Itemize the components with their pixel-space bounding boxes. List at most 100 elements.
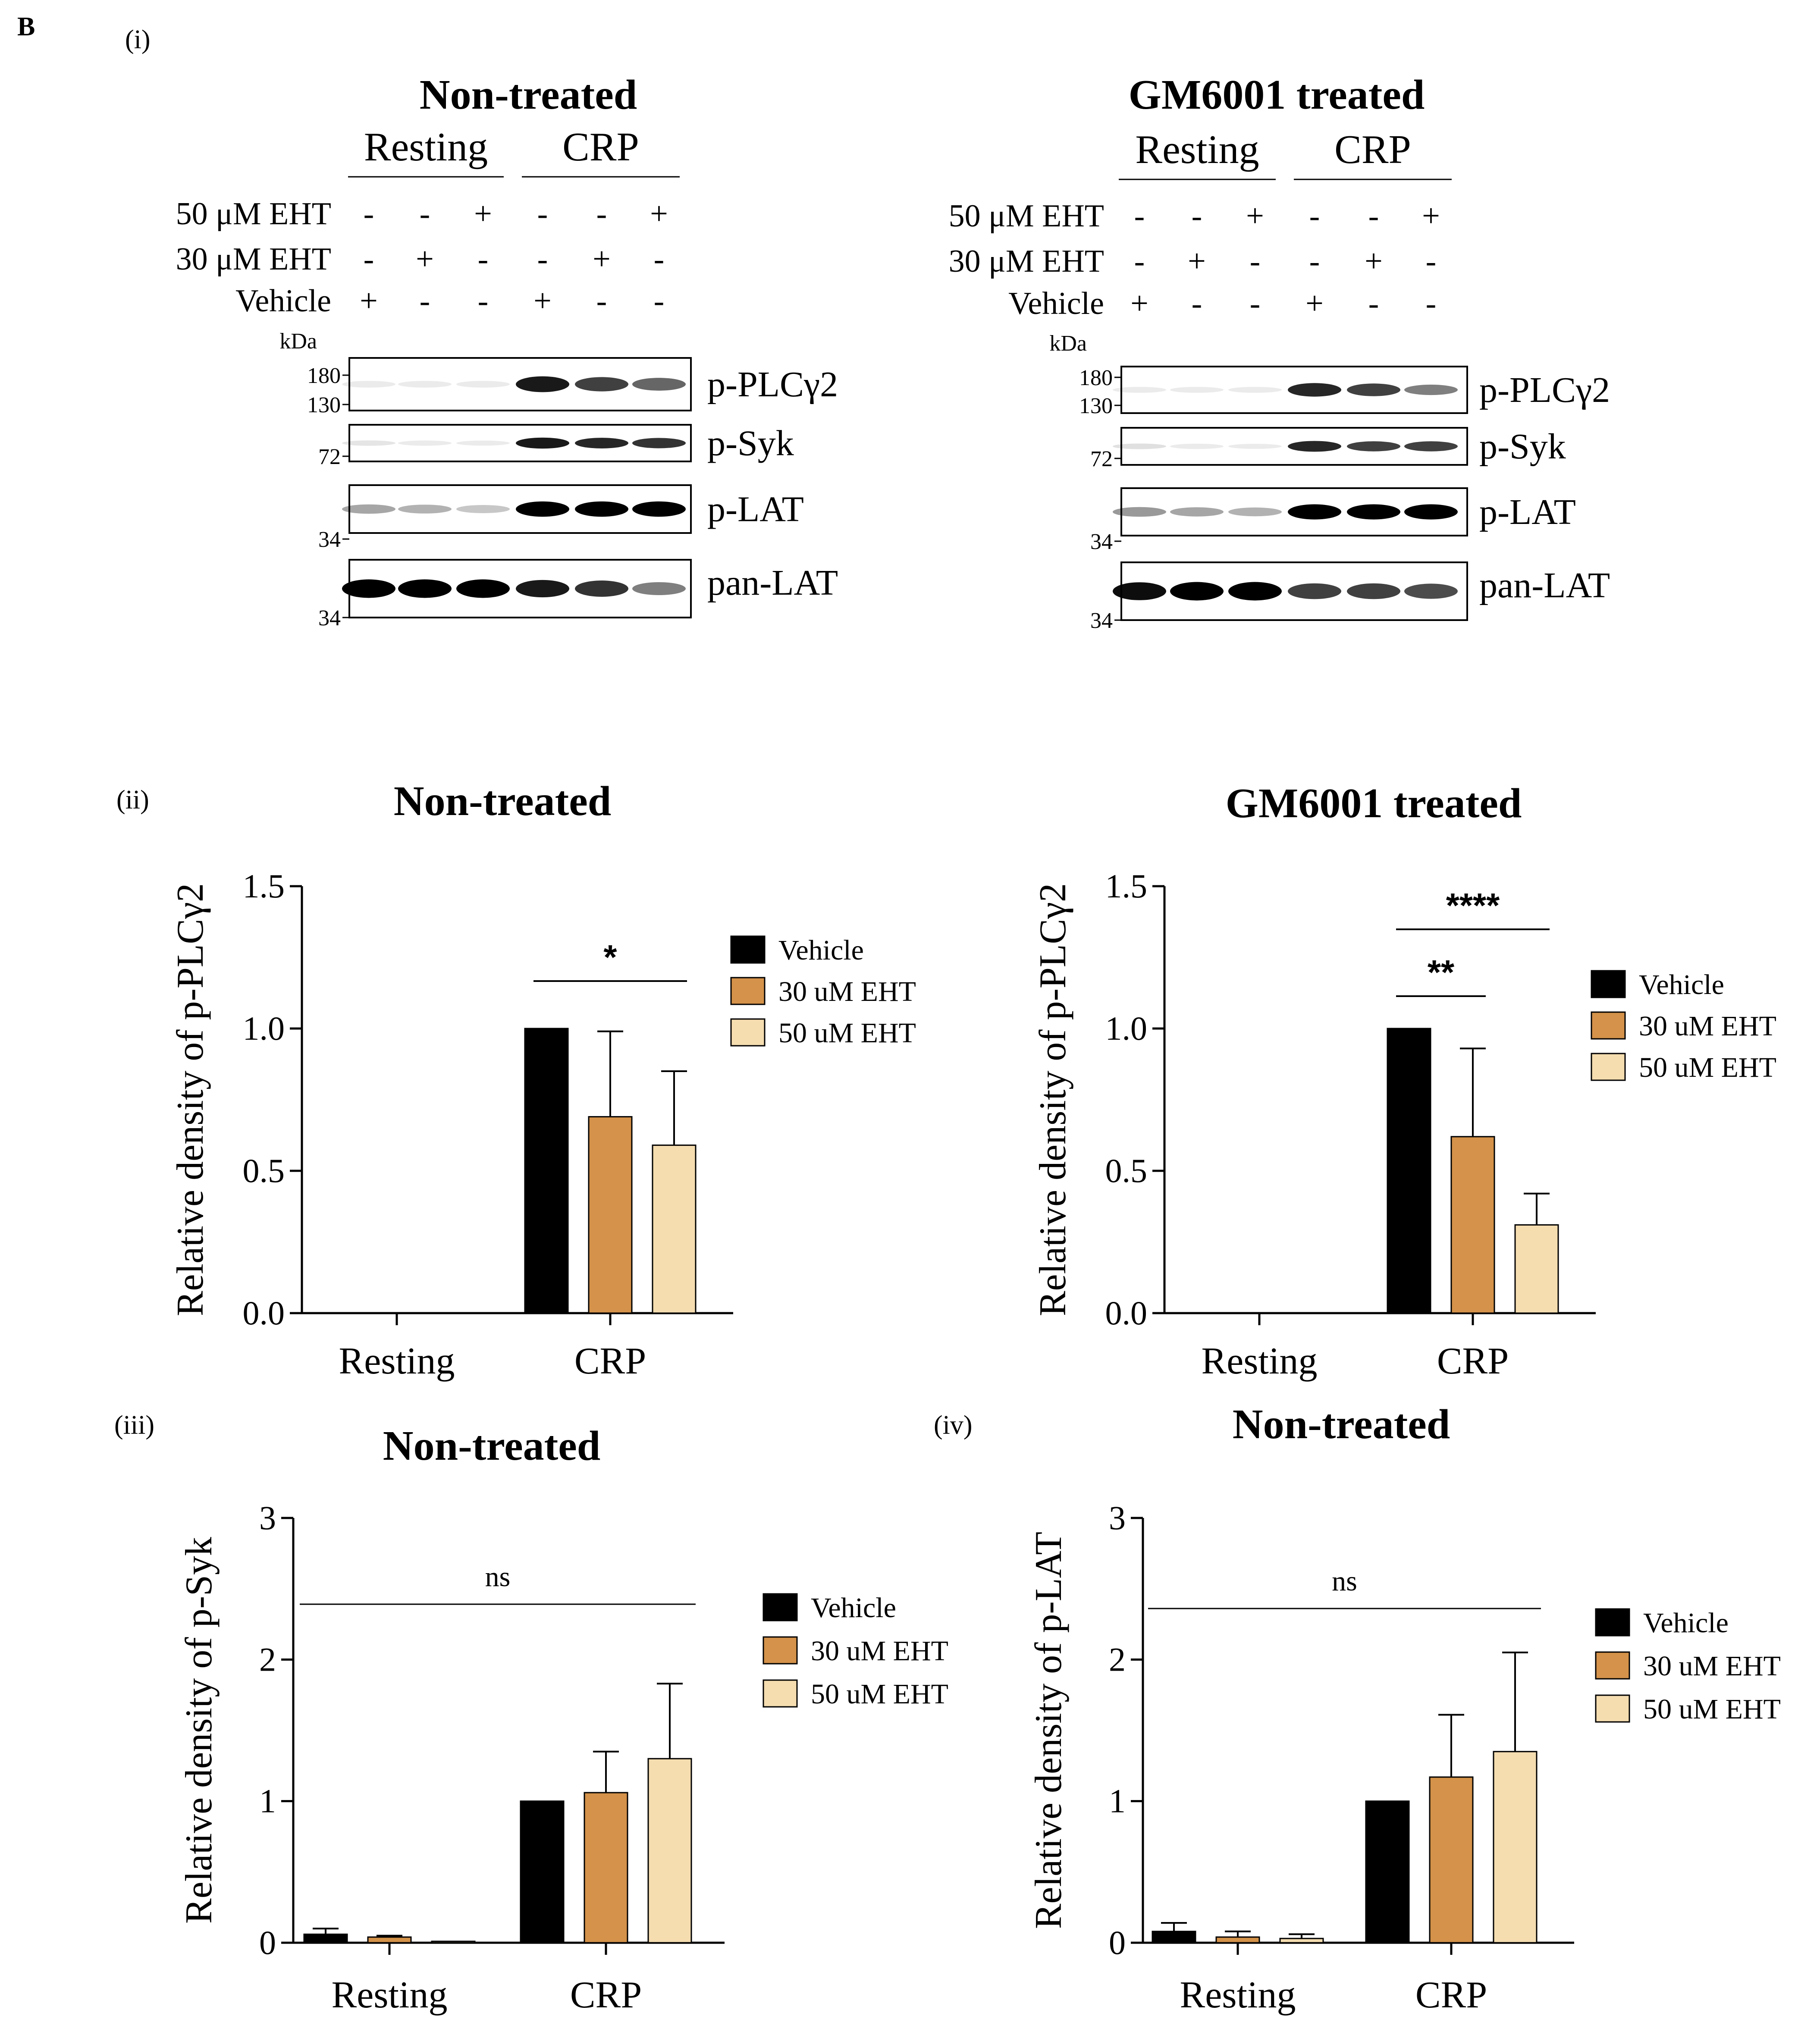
y-tick-label: 1.0 — [1105, 1010, 1148, 1047]
treatment-sign: + — [650, 196, 668, 232]
blot-band — [1404, 384, 1458, 395]
blot-band — [632, 438, 686, 448]
y-tick-label: 1 — [1109, 1782, 1126, 1820]
treatment-sign: - — [596, 196, 607, 232]
blot-band — [1347, 583, 1400, 599]
y-tick-label: 2 — [1109, 1640, 1126, 1678]
bar — [1514, 1224, 1559, 1314]
treatment-sign: - — [364, 241, 374, 277]
treatment-sign: + — [360, 283, 378, 319]
legend-label: Vehicle — [1643, 1607, 1729, 1639]
blot-band — [1404, 441, 1458, 452]
blot-band — [1404, 583, 1458, 599]
blot-band — [456, 440, 510, 446]
y-tick-label: 1 — [259, 1782, 276, 1820]
bar — [1493, 1751, 1538, 1944]
bar — [1215, 1936, 1260, 1944]
marker-label: 72 — [318, 445, 341, 469]
panel-label: (ii) — [116, 785, 149, 815]
marker-label: 34 — [318, 527, 341, 552]
blot-band — [1170, 443, 1224, 449]
bar-chart: (iii) Non-treated Relative density of p-Sy… — [114, 1411, 948, 2016]
treatment-sign: - — [1192, 198, 1202, 234]
chart-title: Non-treated — [394, 778, 611, 825]
blot-band — [1347, 441, 1400, 452]
kda-label: kDa — [1049, 331, 1087, 356]
treatment-sign: + — [416, 241, 434, 277]
legend-label: 50 uM EHT — [1643, 1693, 1781, 1725]
bar — [1387, 1028, 1431, 1314]
y-tick-label: 0 — [259, 1924, 276, 1961]
treatment-sign: + — [1188, 244, 1206, 279]
bar — [431, 1941, 476, 1944]
group-label: Resting — [364, 125, 488, 169]
legend-swatch — [730, 935, 766, 964]
bar — [647, 1758, 692, 1944]
x-tick-label: Resting — [332, 1974, 448, 2016]
y-tick-label: 3 — [259, 1499, 276, 1537]
marker-label: 72 — [1090, 447, 1113, 471]
y-tick-label: 0 — [1109, 1924, 1126, 1961]
treatment-sign: + — [1422, 198, 1440, 234]
blot-band — [398, 505, 452, 514]
blot-band — [456, 381, 510, 388]
blot-band — [575, 501, 628, 517]
y-tick-label: 0.5 — [1105, 1152, 1148, 1189]
y-axis-label: Relative density of p-PLCγ2 — [1032, 883, 1074, 1316]
blot-band — [398, 579, 452, 598]
treatment-sign: - — [654, 241, 665, 277]
y-tick-label: 2 — [259, 1640, 276, 1678]
marker-label: 180 — [307, 364, 341, 388]
bar — [520, 1800, 565, 1944]
treatment-sign: - — [1192, 286, 1202, 321]
blot-band — [1347, 383, 1400, 396]
blot-band — [516, 376, 569, 392]
blot-band — [1170, 582, 1224, 601]
chart-title: Non-treated — [383, 1423, 600, 1469]
treatment-sign: - — [1426, 244, 1437, 279]
marker-label: 130 — [307, 393, 341, 417]
significance-label: * — [603, 938, 617, 976]
blot-band — [575, 580, 628, 597]
bar — [652, 1145, 697, 1314]
protein-label: p-LAT — [707, 489, 804, 530]
legend-label: 30 uM EHT — [1643, 1650, 1781, 1682]
legend-label: 30 uM EHT — [1639, 1010, 1776, 1042]
panel-label: (iv) — [934, 1411, 973, 1440]
y-axis-label: Relative density of p-LAT — [1028, 1532, 1070, 1929]
protein-label: p-LAT — [1479, 492, 1576, 532]
treatment-sign: - — [1309, 244, 1320, 279]
marker-label: 180 — [1079, 366, 1113, 390]
bar-chart: (iv) Non-treated Relative density of p-LAT… — [934, 1401, 1781, 2016]
treatment-sign: + — [533, 283, 552, 319]
x-tick-label: Resting — [1180, 1974, 1296, 2016]
treatment-sign: - — [1250, 286, 1261, 321]
blot-band — [1113, 582, 1166, 600]
blot-band — [1228, 507, 1282, 517]
marker-label: 34 — [1090, 530, 1113, 554]
significance-label: **** — [1446, 886, 1500, 925]
legend-swatch — [1591, 1011, 1626, 1040]
blot-band — [575, 377, 628, 392]
panel-label-i: (i) — [125, 25, 151, 54]
treatment-sign: - — [596, 283, 607, 319]
legend-swatch — [763, 1593, 798, 1621]
blot-band — [1228, 387, 1282, 393]
marker-label: 34 — [1090, 608, 1113, 633]
protein-label: pan-LAT — [707, 563, 838, 603]
treatment-sign: + — [1305, 286, 1324, 321]
bar — [588, 1116, 633, 1314]
treatment-sign: - — [1250, 244, 1261, 279]
kda-label: kDa — [279, 329, 317, 354]
blot-band — [398, 381, 452, 388]
x-tick-label: CRP — [570, 1974, 642, 2016]
treatment-sign: - — [537, 196, 548, 232]
protein-label: p-PLCγ2 — [707, 364, 838, 405]
blot-band — [456, 505, 510, 513]
blot-title: Non-treated — [420, 72, 637, 118]
treatment-sign: + — [1130, 286, 1148, 321]
protein-label: p-PLCγ2 — [1479, 370, 1610, 410]
legend-swatch — [1591, 970, 1626, 998]
blot-band — [516, 437, 569, 449]
